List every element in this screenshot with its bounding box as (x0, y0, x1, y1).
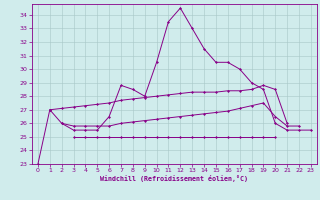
X-axis label: Windchill (Refroidissement éolien,°C): Windchill (Refroidissement éolien,°C) (100, 175, 248, 182)
